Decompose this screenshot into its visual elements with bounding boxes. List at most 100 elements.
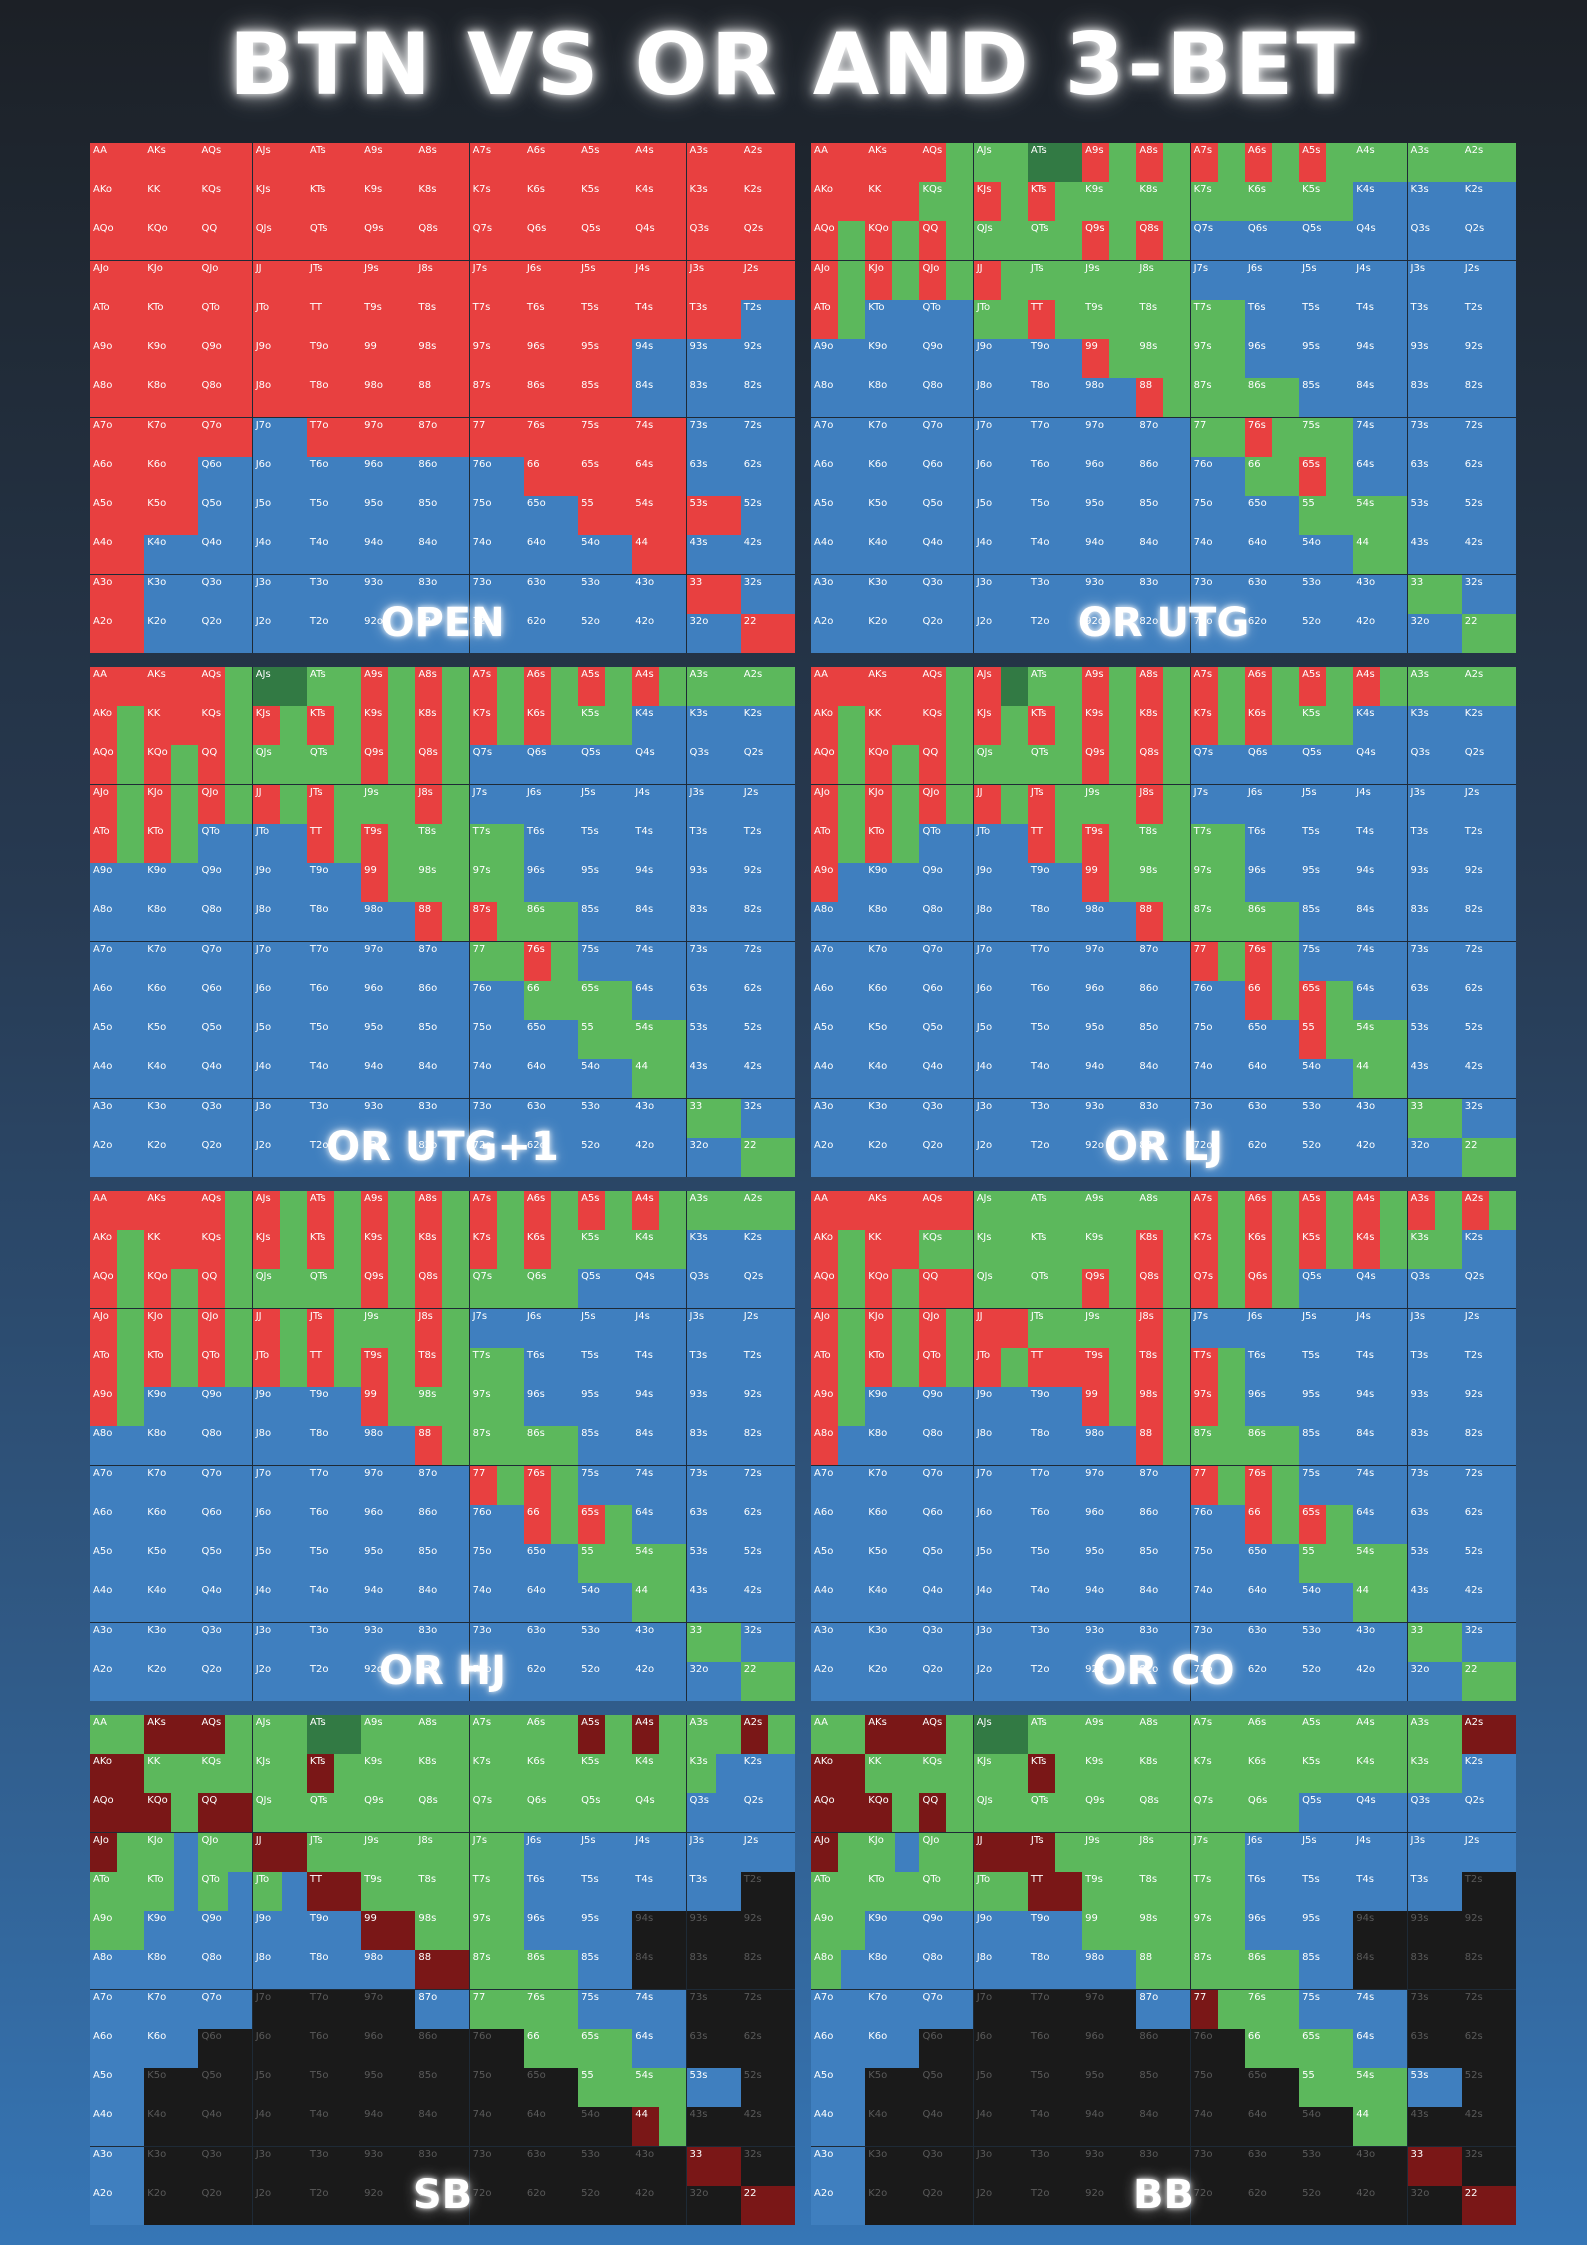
hand-label: 97s [473,341,491,353]
hand-cell-99: 99 [361,339,417,380]
hand-cell-55: 55 [1299,2068,1355,2109]
hand-label: 76s [1248,420,1266,432]
hand-cell-JTo: JTo [973,823,1029,864]
hand-label: 98s [1139,341,1157,353]
hand-cell-TT: TT [306,823,362,864]
hand-label: K4o [868,2109,887,2121]
hand-label: 43o [1356,1101,1375,1113]
hand-cell-65s: 65s [1299,456,1355,497]
hand-label: 93s [1411,1389,1429,1401]
hand-cell-J7o: J7o [252,941,308,982]
hand-cell-TT: TT [306,299,362,340]
hand-label: T2s [1465,302,1483,314]
hand-cell-A8s: A8s [1136,143,1192,183]
hand-cell-73s: 73s [686,417,742,458]
hand-label: 33 [690,2149,703,2161]
hand-label: 53s [1411,498,1429,510]
hand-label: T3o [1031,577,1050,589]
hand-label: 95s [1302,865,1320,877]
hand-cell-J7s: J7s [469,1832,525,1873]
hand-cell-Q7o: Q7o [198,1989,254,2030]
hand-cell-A3s: A3s [686,1191,742,1231]
hand-cell-KK: KK [144,706,200,747]
hand-cell-76s: 76s [523,1989,579,2030]
hand-cell-T2o: T2o [306,2185,362,2225]
hand-cell-63s: 63s [686,980,742,1021]
hand-cell-97o: 97o [361,1989,417,2030]
hand-label: T4s [1356,302,1374,314]
hand-cell-KTo: KTo [865,299,921,340]
hand-label: KQs [201,1232,221,1244]
hand-cell-92s: 92s [1461,1911,1516,1952]
hand-label: KJs [256,1232,271,1244]
hand-label: QJo [201,1311,218,1323]
hand-label: 84s [1356,1952,1374,1964]
hand-cell-K4s: K4s [632,1230,688,1271]
hand-cell-A6o: A6o [811,2028,866,2069]
hand-label: 82s [1465,1952,1483,1964]
hand-label: JTs [310,1835,323,1847]
hand-cell-95s: 95s [1299,1387,1355,1428]
hand-cell-K5s: K5s [578,182,634,223]
hand-cell-K9o: K9o [865,339,921,380]
hand-cell-62o: 62o [523,1137,579,1177]
hand-cell-Q8o: Q8o [198,902,254,943]
range-panel-or-utg: AA AKs AQs AJs ATs A9s A8s A7s A6s A5s A4s A3s A2s AK… [811,143,1516,653]
hand-cell-JJ: JJ [973,1832,1029,1873]
hand-cell-A9s: A9s [361,143,417,183]
hand-cell-Q5o: Q5o [198,496,254,537]
hand-label: J7s [1194,263,1209,275]
hand-label: K9o [147,1389,166,1401]
hand-cell-K2o: K2o [865,1661,921,1701]
hand-label: Q2o [922,1664,942,1676]
hand-label: K6o [868,983,887,995]
hand-label: 92s [1465,1913,1483,1925]
hand-label: 97o [364,944,383,956]
hand-cell-82o: 82o [1136,1661,1192,1701]
hand-label: 53o [1302,2149,1321,2161]
hand-cell-44: 44 [632,2107,688,2148]
hand-label: 44 [635,1585,648,1597]
hand-cell-42o: 42o [1353,1661,1409,1701]
hand-cell-A2o: A2o [90,2185,145,2225]
hand-cell-K5s: K5s [1299,182,1355,223]
hand-cell-AJs: AJs [252,1191,308,1231]
hand-cell-64o: 64o [523,2107,579,2148]
hand-label: Q7s [1194,1271,1213,1283]
hand-label: 83o [1139,1625,1158,1637]
hand-label: A9o [814,865,833,877]
hand-label: A6s [527,1193,545,1205]
hand-label: 92s [1465,341,1483,353]
hand-cell-Q3s: Q3s [686,1269,742,1310]
hand-label: T4s [635,1874,653,1886]
hand-cell-KJs: KJs [973,706,1029,747]
hand-cell-A4o: A4o [90,1059,145,1100]
hand-cell-76o: 76o [469,456,525,497]
hand-cell-K9o: K9o [865,863,921,904]
hand-label: K6o [868,2031,887,2043]
hand-cell-Q9o: Q9o [198,1387,254,1428]
hand-cell-Q9o: Q9o [919,1911,975,1952]
hand-cell-KJo: KJo [865,1832,921,1873]
hand-label: T8s [418,1350,436,1362]
hand-cell-J5s: J5s [1299,260,1355,301]
hand-label: J5s [1302,1311,1317,1323]
hand-cell-KQo: KQo [865,745,921,786]
hand-cell-42s: 42s [1461,535,1516,576]
hand-cell-A9s: A9s [361,1191,417,1231]
hand-cell-JJ: JJ [252,1832,308,1873]
hand-label: J3s [690,263,705,275]
hand-cell-Q7o: Q7o [198,1465,254,1506]
hand-cell-76s: 76s [523,417,579,458]
hand-cell-QJs: QJs [973,221,1029,262]
hand-label: QQ [922,223,938,235]
hand-cell-32o: 32o [1407,1661,1463,1701]
hand-label: KTo [868,1874,884,1886]
hand-cell-K5s: K5s [1299,1230,1355,1271]
hand-cell-32s: 32s [740,574,795,615]
hand-label: J3o [256,1101,271,1113]
hand-cell-64o: 64o [1244,2107,1300,2148]
hand-label: 65s [581,1507,599,1519]
hand-cell-J2s: J2s [740,1308,795,1349]
hand-cell-76s: 76s [523,941,579,982]
